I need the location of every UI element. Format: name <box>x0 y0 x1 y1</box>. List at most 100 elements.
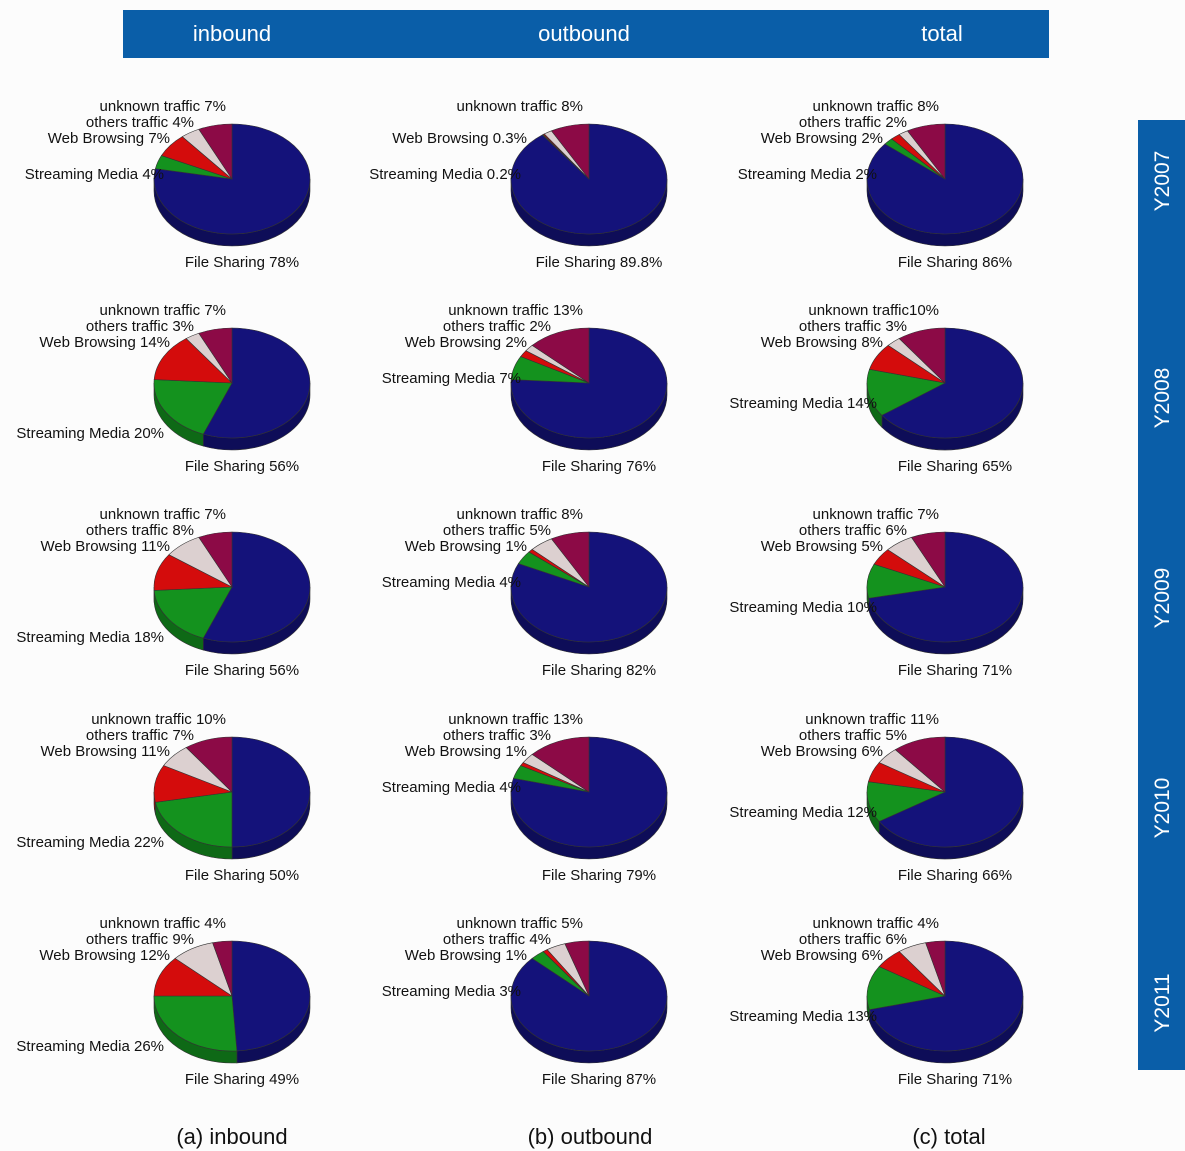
slice-label-others-traffic: others traffic 2% <box>443 318 551 335</box>
slice-label-web-browsing: Web Browsing 0.3% <box>392 130 527 147</box>
slice-label-web-browsing: Web Browsing 12% <box>39 947 170 964</box>
slice-label-file-sharing: File Sharing 78% <box>185 254 299 271</box>
pie-slice-file-sharing <box>869 940 1024 1052</box>
column-header-outbound: outbound <box>538 21 630 46</box>
slice-label-web-browsing: Web Browsing 2% <box>405 334 527 351</box>
slice-label-others-traffic: others traffic 6% <box>799 522 907 539</box>
pie-slice-unknown-traffic <box>212 940 233 997</box>
slice-label-file-sharing: File Sharing 86% <box>898 254 1012 271</box>
pie-slice-file-sharing <box>153 123 311 235</box>
pie-slice-streaming-media <box>153 995 238 1052</box>
slice-label-unknown-traffic: unknown traffic 7% <box>100 302 226 319</box>
slice-label-web-browsing: Web Browsing 1% <box>405 538 527 555</box>
slice-label-streaming-media: Streaming Media 20% <box>16 425 164 442</box>
slice-label-others-traffic: others traffic 4% <box>86 114 194 131</box>
slice-label-others-traffic: others traffic 3% <box>799 318 907 335</box>
pie-slice-unknown-traffic <box>911 531 946 588</box>
pie-slice-unknown-traffic <box>894 736 946 793</box>
pie-total-y2010: File Sharing 66% Streaming Media 12% Web B… <box>729 711 1024 884</box>
pie-slice-unknown-traffic <box>550 123 590 180</box>
pie-inbound-y2011: File Sharing 49% Streaming Media 26% Web B… <box>16 915 311 1088</box>
pie-slice-unknown-traffic <box>185 736 233 793</box>
pie-slice-file-sharing <box>202 531 311 643</box>
slice-label-streaming-media: Streaming Media 13% <box>729 1008 877 1025</box>
slice-label-streaming-media: Streaming Media 14% <box>729 395 877 412</box>
column-header-total: total <box>921 21 963 46</box>
slice-label-web-browsing: Web Browsing 1% <box>405 947 527 964</box>
year-label-2011: Y2011 <box>1151 973 1174 1032</box>
slice-label-streaming-media: Streaming Media 18% <box>16 629 164 646</box>
caption-total: (c) total <box>912 1124 985 1149</box>
caption-inbound: (a) inbound <box>176 1124 287 1149</box>
slice-label-web-browsing: Web Browsing 1% <box>405 743 527 760</box>
pie-outbound-y2009: File Sharing 82% Streaming Media 4% Web Br… <box>382 506 668 679</box>
pie-inbound-y2010: File Sharing 50% Streaming Media 22% Web B… <box>16 711 311 884</box>
slice-label-others-traffic: others traffic 7% <box>86 727 194 744</box>
caption-outbound: (b) outbound <box>528 1124 653 1149</box>
slice-label-file-sharing: File Sharing 50% <box>185 867 299 884</box>
pie-inbound-y2007: File Sharing 78% Streaming Media 4% Web Br… <box>25 98 311 271</box>
slice-label-streaming-media: Streaming Media 12% <box>729 804 877 821</box>
pie-slice-unknown-traffic <box>906 123 946 180</box>
pie-slice-unknown-traffic <box>564 940 590 997</box>
slice-label-file-sharing: File Sharing 71% <box>898 1071 1012 1088</box>
slice-label-file-sharing: File Sharing 66% <box>898 867 1012 884</box>
slice-label-file-sharing: File Sharing 56% <box>185 458 299 475</box>
pie-slice-unknown-traffic <box>898 327 946 384</box>
pie-slice-streaming-media <box>155 791 233 848</box>
slice-label-others-traffic: others traffic 3% <box>443 727 551 744</box>
pie-total-y2007: File Sharing 86% Streaming Media 2% Web Br… <box>738 98 1024 271</box>
slice-label-unknown-traffic: unknown traffic10% <box>808 302 939 319</box>
slice-label-file-sharing: File Sharing 71% <box>898 662 1012 679</box>
pie-slice-file-sharing <box>231 736 311 848</box>
slice-label-others-traffic: others traffic 5% <box>443 522 551 539</box>
slice-label-streaming-media: Streaming Media 4% <box>382 779 521 796</box>
slice-label-unknown-traffic: unknown traffic 8% <box>813 98 939 115</box>
column-header-inbound: inbound <box>193 21 271 46</box>
slice-label-unknown-traffic: unknown traffic 7% <box>813 506 939 523</box>
slice-label-others-traffic: others traffic 8% <box>86 522 194 539</box>
pie-outbound-y2008: File Sharing 76% Streaming Media 7% Web Br… <box>382 302 668 475</box>
year-label-2008: Y2008 <box>1151 368 1174 429</box>
pie-slice-unknown-traffic <box>198 327 233 384</box>
slice-label-file-sharing: File Sharing 79% <box>542 867 656 884</box>
pie-slice-unknown-traffic <box>550 531 590 588</box>
slice-label-unknown-traffic: unknown traffic 5% <box>457 915 583 932</box>
pie-outbound-y2007: File Sharing 89.8% Streaming Media 0.2% We… <box>369 98 668 271</box>
pie-slice-unknown-traffic <box>198 123 233 180</box>
slice-label-file-sharing: File Sharing 82% <box>542 662 656 679</box>
slice-label-unknown-traffic: unknown traffic 8% <box>457 98 583 115</box>
pie-slice-unknown-traffic <box>198 531 233 588</box>
pie-outbound-y2010: File Sharing 79% Streaming Media 4% Web Br… <box>382 711 668 884</box>
pie-total-y2008: File Sharing 65% Streaming Media 14% Web B… <box>729 302 1024 475</box>
year-label-2007: Y2007 <box>1151 151 1174 212</box>
pie-inbound-y2009: File Sharing 56% Streaming Media 18% Web B… <box>16 506 311 679</box>
slice-label-unknown-traffic: unknown traffic 7% <box>100 98 226 115</box>
pie-slice-file-sharing <box>202 327 311 439</box>
slice-label-web-browsing: Web Browsing 6% <box>761 743 883 760</box>
pie-total-y2009: File Sharing 71% Streaming Media 10% Web B… <box>729 506 1024 679</box>
slice-label-streaming-media: Streaming Media 3% <box>382 983 521 1000</box>
pie-slice-web-browsing <box>153 338 233 384</box>
slice-label-file-sharing: File Sharing 89.8% <box>536 254 663 271</box>
year-band <box>1138 120 1185 1070</box>
slice-label-others-traffic: others traffic 6% <box>799 931 907 948</box>
slice-label-others-traffic: others traffic 2% <box>799 114 907 131</box>
pie-slice-file-sharing <box>868 531 1024 643</box>
slice-label-web-browsing: Web Browsing 2% <box>761 130 883 147</box>
pie-slice-streaming-media <box>153 379 233 435</box>
pie-slice-file-sharing <box>510 123 668 235</box>
pie-slice-unknown-traffic <box>531 327 590 384</box>
year-label-2009: Y2009 <box>1151 568 1174 629</box>
slice-label-streaming-media: Streaming Media 4% <box>25 166 164 183</box>
slice-label-unknown-traffic: unknown traffic 4% <box>813 915 939 932</box>
slice-label-file-sharing: File Sharing 65% <box>898 458 1012 475</box>
slice-label-web-browsing: Web Browsing 11% <box>40 743 170 760</box>
pie-slice-unknown-traffic <box>531 736 590 793</box>
slice-label-unknown-traffic: unknown traffic 13% <box>448 302 583 319</box>
pie-outbound-y2011: File Sharing 87% Streaming Media 3% Web Br… <box>382 915 668 1088</box>
slice-label-unknown-traffic: unknown traffic 4% <box>100 915 226 932</box>
slice-label-others-traffic: others traffic 5% <box>799 727 907 744</box>
slice-label-others-traffic: others traffic 4% <box>443 931 551 948</box>
